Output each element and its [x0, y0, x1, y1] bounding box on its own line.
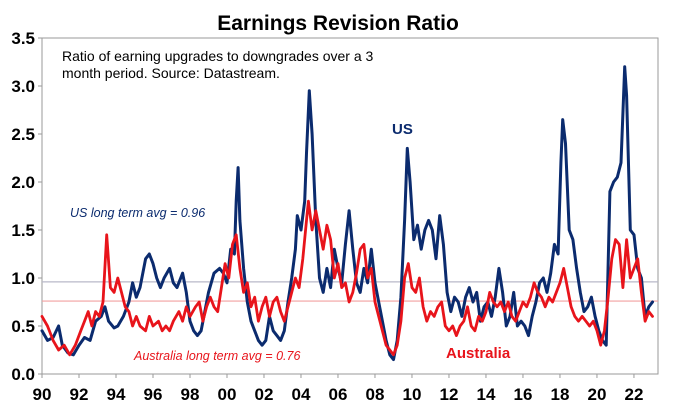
- y-tick-label: 2.0: [11, 173, 35, 192]
- chart-note-line-1: Ratio of earning upgrades to downgrades …: [62, 48, 374, 64]
- x-tick-label: 22: [624, 385, 643, 404]
- x-tick-label: 98: [181, 385, 200, 404]
- x-tick-label: 10: [403, 385, 422, 404]
- plot-area: [41, 37, 659, 375]
- y-tick-label: 3.0: [11, 77, 35, 96]
- y-tick-label: 2.5: [11, 125, 35, 144]
- x-tick-label: 06: [329, 385, 348, 404]
- y-tick-label: 1.0: [11, 269, 35, 288]
- x-tick-label: 12: [440, 385, 459, 404]
- x-tick-label: 94: [107, 385, 126, 404]
- chart-title: Earnings Revision Ratio: [217, 12, 459, 35]
- x-tick-label: 18: [550, 385, 569, 404]
- x-tick-label: 04: [292, 385, 311, 404]
- x-tick-label: 92: [70, 385, 89, 404]
- chart-note-line-2: month period. Source: Datastream.: [62, 65, 280, 81]
- australia-series-label: Australia: [446, 345, 511, 362]
- us-average-label: US long term avg = 0.96: [70, 206, 205, 220]
- y-tick-label: 0.5: [11, 317, 35, 336]
- y-tick-label: 3.5: [11, 29, 35, 48]
- australia-series-line: [40, 199, 654, 357]
- x-tick-label: 20: [587, 385, 606, 404]
- australia-average-label: Australia long term avg = 0.76: [133, 349, 300, 363]
- us-series-line: [40, 65, 654, 362]
- x-tick-label: 16: [514, 385, 533, 404]
- y-tick-label: 0.0: [11, 365, 35, 384]
- y-tick-label: 1.5: [11, 221, 35, 240]
- x-tick-label: 14: [477, 385, 496, 404]
- x-tick-label: 08: [366, 385, 385, 404]
- x-tick-label: 90: [33, 385, 52, 404]
- x-tick-label: 00: [218, 385, 237, 404]
- x-tick-label: 96: [144, 385, 163, 404]
- x-tick-label: 02: [255, 385, 274, 404]
- us-series-label: US: [392, 121, 413, 138]
